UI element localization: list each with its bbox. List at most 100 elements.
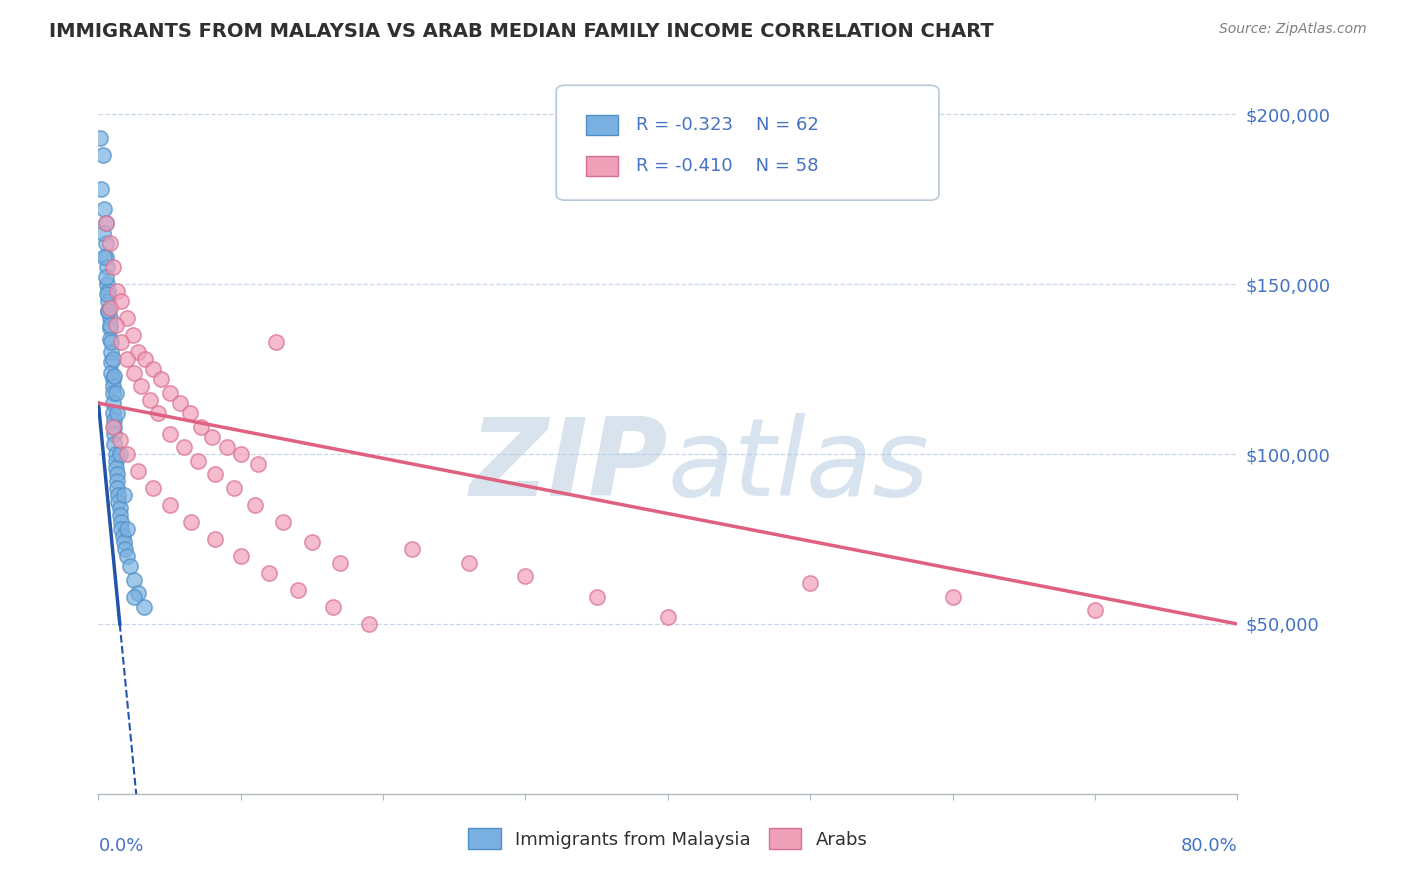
Point xyxy=(101,351,124,366)
Point xyxy=(266,334,288,349)
Point xyxy=(515,569,537,583)
Legend: Immigrants from Malaysia, Arabs: Immigrants from Malaysia, Arabs xyxy=(461,821,875,856)
Point xyxy=(93,250,115,264)
Point xyxy=(148,406,170,420)
Point xyxy=(96,277,118,292)
Point xyxy=(103,413,125,427)
Point xyxy=(107,488,129,502)
Point xyxy=(110,522,132,536)
Point xyxy=(111,528,134,542)
Point xyxy=(98,236,121,251)
Point xyxy=(322,599,344,614)
Point xyxy=(301,535,323,549)
Point xyxy=(401,542,423,557)
Point xyxy=(115,549,138,563)
Point xyxy=(104,385,127,400)
FancyBboxPatch shape xyxy=(557,86,939,200)
Point xyxy=(103,420,125,434)
Point xyxy=(942,590,965,604)
Point xyxy=(215,440,238,454)
Point xyxy=(112,535,135,549)
Text: R = -0.323    N = 62: R = -0.323 N = 62 xyxy=(636,116,818,134)
Point xyxy=(118,559,141,574)
Point xyxy=(94,216,117,230)
Point xyxy=(108,447,131,461)
Point xyxy=(122,590,145,604)
Point xyxy=(98,301,121,315)
Point xyxy=(169,396,191,410)
Point xyxy=(100,355,122,369)
Point xyxy=(585,590,607,604)
Point xyxy=(273,515,295,529)
Point xyxy=(108,501,131,516)
Point xyxy=(201,430,224,444)
Point xyxy=(91,148,114,162)
Point xyxy=(104,454,127,468)
Point xyxy=(104,318,127,332)
Point xyxy=(179,406,201,420)
Point xyxy=(173,440,195,454)
Point xyxy=(94,250,117,264)
Point xyxy=(246,457,269,471)
Point xyxy=(93,202,115,217)
Point xyxy=(114,542,136,557)
Text: IMMIGRANTS FROM MALAYSIA VS ARAB MEDIAN FAMILY INCOME CORRELATION CHART: IMMIGRANTS FROM MALAYSIA VS ARAB MEDIAN … xyxy=(49,22,994,41)
Point xyxy=(159,498,181,512)
Text: atlas: atlas xyxy=(668,413,929,518)
Point xyxy=(1084,603,1107,617)
Point xyxy=(357,617,380,632)
Point xyxy=(287,582,309,597)
Point xyxy=(97,284,120,298)
Point xyxy=(129,379,152,393)
Point xyxy=(97,304,120,318)
Point xyxy=(97,304,120,318)
Point xyxy=(243,498,266,512)
FancyBboxPatch shape xyxy=(586,115,617,136)
Point xyxy=(799,576,821,591)
Point xyxy=(98,311,121,326)
Point xyxy=(112,488,135,502)
Point xyxy=(94,270,117,285)
Point xyxy=(115,522,138,536)
Point xyxy=(103,437,125,451)
Point xyxy=(159,426,181,441)
Point xyxy=(94,216,117,230)
Point xyxy=(98,321,121,335)
Point xyxy=(138,392,160,407)
Text: ZIP: ZIP xyxy=(470,413,668,518)
Point xyxy=(105,467,128,482)
Point xyxy=(105,406,128,420)
Point xyxy=(98,318,121,332)
Point xyxy=(204,532,226,546)
Point xyxy=(457,556,479,570)
Point xyxy=(132,599,155,614)
Point xyxy=(657,610,679,624)
Point xyxy=(104,460,127,475)
Point xyxy=(94,236,117,251)
Point xyxy=(101,260,124,275)
Point xyxy=(110,515,132,529)
Point xyxy=(101,396,124,410)
Point xyxy=(259,566,281,580)
Point xyxy=(204,467,226,482)
Point xyxy=(159,385,181,400)
Point xyxy=(110,334,132,349)
Point xyxy=(141,481,163,495)
Point xyxy=(101,420,124,434)
Point xyxy=(90,182,112,196)
Point xyxy=(329,556,352,570)
Point xyxy=(100,366,122,380)
Point xyxy=(121,328,143,343)
Point xyxy=(100,345,122,359)
Text: R = -0.410    N = 58: R = -0.410 N = 58 xyxy=(636,157,818,175)
Point xyxy=(103,426,125,441)
Point xyxy=(91,226,114,240)
Point xyxy=(101,406,124,420)
Point xyxy=(96,260,118,275)
Text: 0.0%: 0.0% xyxy=(98,837,143,855)
Point xyxy=(97,294,120,309)
Point xyxy=(108,434,131,448)
Point xyxy=(108,508,131,523)
Point xyxy=(101,385,124,400)
Point xyxy=(141,362,163,376)
